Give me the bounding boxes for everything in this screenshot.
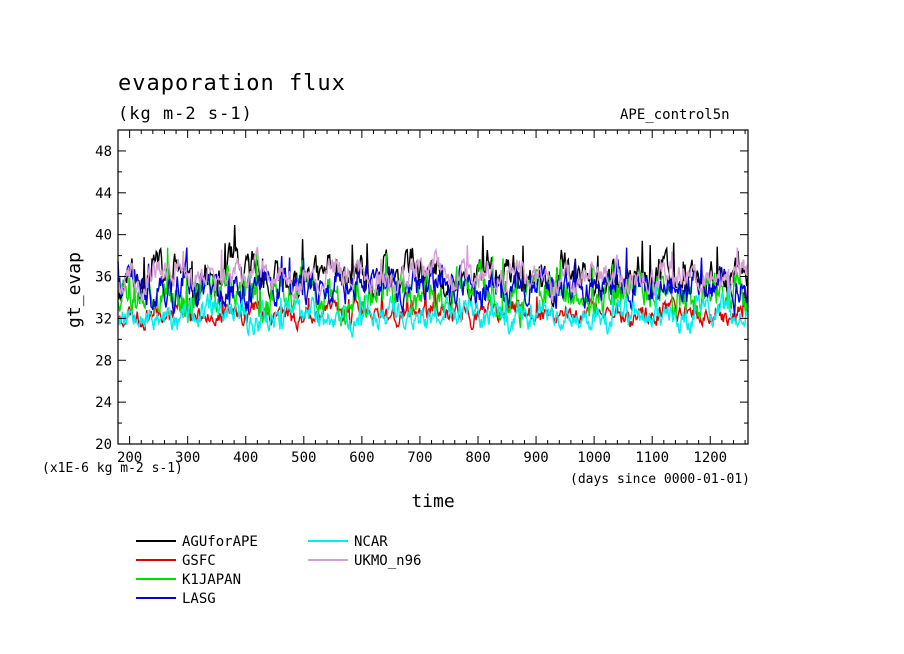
series-line-ncar [117, 280, 749, 338]
x-tick-label: 600 [349, 450, 374, 466]
y-tick-label: 48 [95, 144, 112, 160]
x-tick-label: 1000 [577, 450, 611, 466]
legend: AGUforAPE GSFC K1JAPAN LASG NCAR UKMO_n96 [136, 534, 421, 607]
x-tick-label: 500 [291, 450, 316, 466]
plot-frame [117, 129, 749, 445]
x-tick-label: 1200 [693, 450, 727, 466]
experiment-label: APE_control5n [620, 107, 730, 123]
y-tick-label: 20 [95, 437, 112, 453]
series-line-k1japan [117, 247, 749, 329]
x-axis: 200 300 400 500 600 700 800 900 1000 1100 1200 [117, 130, 746, 466]
y-tick-label: 40 [95, 228, 112, 244]
series-line-gsfc [117, 279, 749, 333]
x-tick-label: 400 [233, 450, 258, 466]
y-tick-label: 32 [95, 311, 112, 327]
y-tick-label: 36 [95, 270, 112, 286]
x-units-label: (days since 0000-01-01) [570, 472, 750, 487]
x-tick-label: 900 [523, 450, 548, 466]
y-axis: 20 24 28 32 36 40 44 48 [95, 144, 748, 453]
x-tick-label: 700 [407, 450, 432, 466]
y-scale-note: (x1E-6 kg m-2 s-1) [42, 461, 183, 476]
chart-title: evaporation flux [118, 71, 346, 96]
y-tick-label: 24 [95, 395, 112, 411]
y-axis-title: gt_evap [64, 252, 85, 328]
y-tick-label: 44 [95, 186, 112, 202]
series-line-ukmo_n96 [117, 245, 749, 303]
y-tick-label: 28 [95, 353, 112, 369]
x-tick-label: 800 [465, 450, 490, 466]
x-tick-label: 200 [117, 450, 142, 466]
legend-label: LASG [182, 591, 216, 607]
x-tick-label: 300 [175, 450, 200, 466]
x-axis-title: time [411, 491, 454, 512]
legend-label: GSFC [182, 553, 216, 569]
legend-label: UKMO_n96 [354, 553, 421, 569]
legend-label: K1JAPAN [182, 572, 241, 588]
series-lines [117, 224, 749, 338]
x-tick-label: 1100 [635, 450, 669, 466]
legend-label: NCAR [354, 534, 388, 550]
chart-subtitle: (kg m-2 s-1) [118, 104, 253, 124]
legend-label: AGUforAPE [182, 534, 258, 550]
